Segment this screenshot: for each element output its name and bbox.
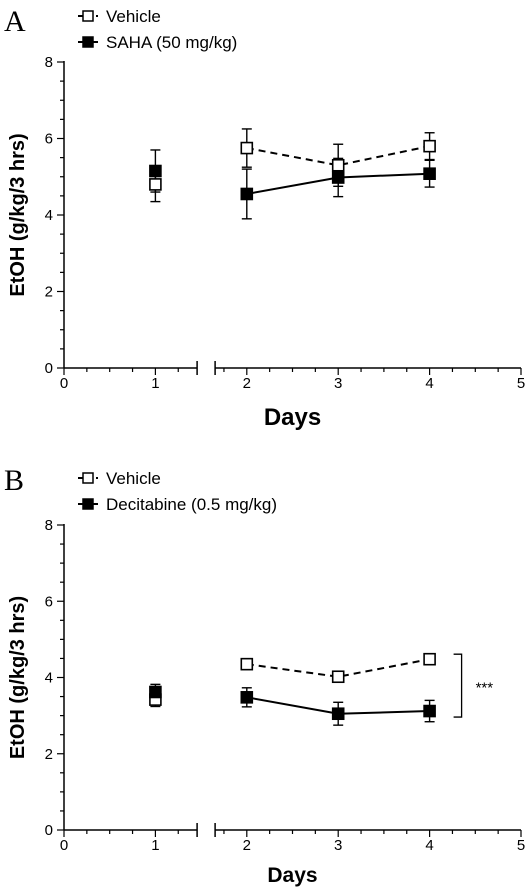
legend-open-square-marker [82,10,94,22]
chart-panel-b: B Vehicle Decitabine (0.5 mg/kg) 0 2 4 6 8 0 1 2 3 4… [4,464,525,887]
x-tick-label: 4 [425,837,433,854]
legend-open-square-marker [82,472,94,484]
y-tick-label: 6 [45,131,53,148]
x-axis-title: Days [264,404,321,431]
y-tick-label: 6 [45,593,53,610]
y-tick-label: 8 [45,517,53,534]
y-tick-label: 4 [45,207,53,224]
legend-label: SAHA (50 mg/kg) [106,33,237,52]
data-point-open-square [423,652,436,666]
data-point-filled-square [240,187,254,201]
legend-filled-square-marker [82,36,94,48]
data-point-open-square [423,139,436,153]
y-tick-label: 8 [45,54,53,71]
data-point-open-square [149,178,162,191]
y-tick-label: 4 [45,670,53,687]
data-point-filled-square [149,164,162,178]
x-tick-label: 1 [151,375,159,392]
legend-label: Decitabine (0.5 mg/kg) [106,495,277,514]
data-point-open-square [331,158,345,172]
y-tick-label: 2 [45,284,53,301]
data-point-open-square [240,141,254,155]
y-axis-title: EtOH (g/kg/3 hrs) [7,133,29,296]
legend-label: Vehicle [106,7,161,26]
x-tick-label: 1 [151,837,159,854]
legend-label: Vehicle [106,469,161,488]
chart-panel-a: A Vehicle SAHA (50 mg/kg) 0 2 4 6 8 0 1 2 3 4 5 Days Et… [4,5,525,431]
data-point-open-square [240,657,254,671]
significance-bracket [453,653,463,718]
data-point-open-square [331,670,345,684]
data-point-filled-square [423,704,436,718]
panel-label: A [4,5,26,38]
legend-filled-square-marker [82,498,94,510]
x-tick-label: 5 [517,375,525,392]
data-point-filled-square [331,171,345,184]
significance-label: *** [476,680,494,697]
y-axis-title: EtOH (g/kg/3 hrs) [7,596,29,759]
data-point-filled-square [149,685,162,699]
x-tick-label: 0 [60,837,68,854]
y-tick-label: 2 [45,746,53,763]
x-tick-label: 3 [334,375,342,392]
y-tick-label: 0 [45,360,53,377]
series-line-vehicle [246,658,430,678]
x-tick-label: 2 [243,375,251,392]
x-tick-label: 0 [60,375,68,392]
data-point-filled-square [331,707,345,721]
x-tick-label: 4 [425,375,433,392]
x-tick-label: 2 [243,837,251,854]
x-axis-title: Days [267,864,317,887]
panel-label: B [4,464,24,497]
data-point-filled-square [423,167,436,180]
data-point-filled-square [240,691,254,704]
y-tick-label: 0 [45,822,53,839]
x-tick-label: 5 [517,837,525,854]
x-tick-label: 3 [334,837,342,854]
